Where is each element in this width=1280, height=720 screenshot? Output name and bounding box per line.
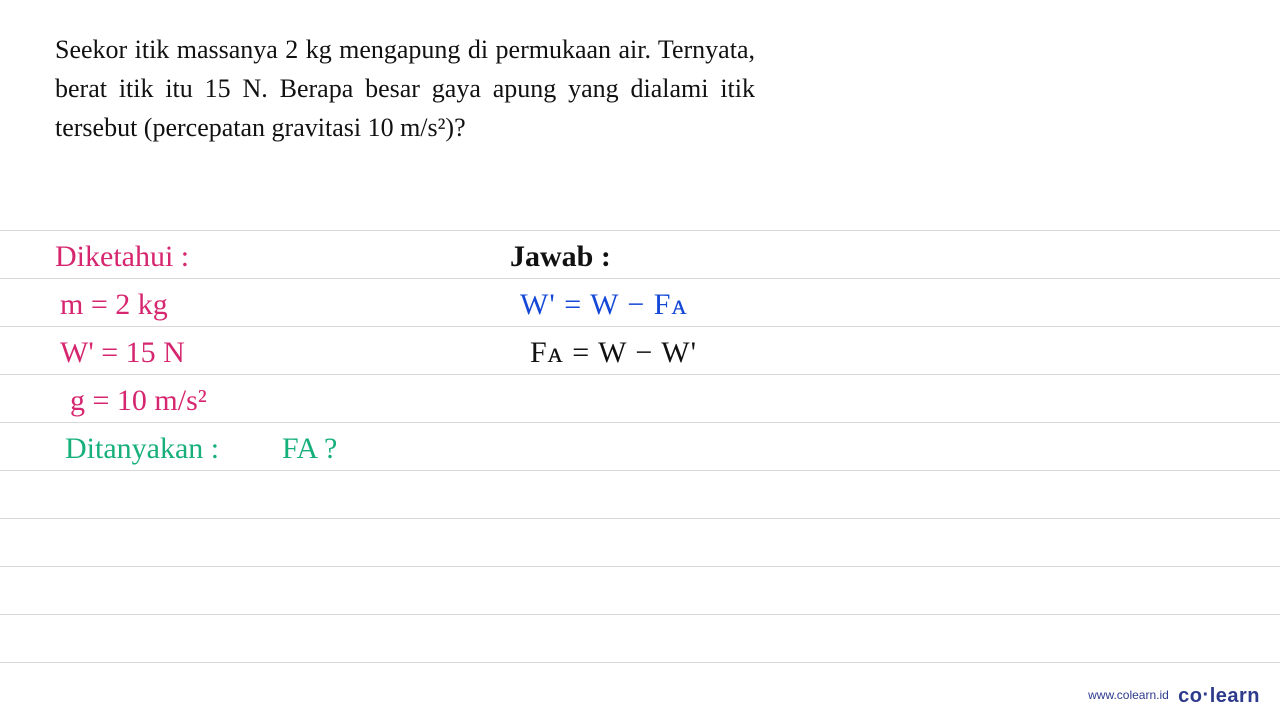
rule-line: [0, 470, 1280, 471]
rule-line: [0, 662, 1280, 663]
given-w-prime: W' = 15 N: [60, 338, 185, 368]
rule-line: [0, 566, 1280, 567]
rule-line: [0, 326, 1280, 327]
rule-line: [0, 278, 1280, 279]
rule-line: [0, 614, 1280, 615]
rule-line: [0, 230, 1280, 231]
footer: www.colearn.id co·learn: [1088, 685, 1260, 708]
brand-right: learn: [1210, 685, 1260, 707]
brand-left: co: [1178, 685, 1202, 707]
diketahui-label: Diketahui :: [55, 242, 189, 272]
equation-1: W' = W − Fᴀ: [520, 290, 688, 320]
equation-2: Fᴀ = W − W': [530, 338, 697, 368]
ditanyakan-label: Ditanyakan :: [65, 434, 219, 464]
ditanyakan-value: FA ?: [282, 434, 337, 464]
rule-line: [0, 374, 1280, 375]
rule-line: [0, 518, 1280, 519]
rule-line: [0, 422, 1280, 423]
given-g: g = 10 m/s²: [70, 386, 207, 416]
footer-url: www.colearn.id: [1088, 688, 1169, 702]
brand-logo: co·learn: [1178, 685, 1260, 707]
jawab-label: Jawab :: [510, 242, 611, 272]
question-text: Seekor itik massanya 2 kg mengapung di p…: [55, 30, 755, 147]
given-m: m = 2 kg: [60, 290, 168, 320]
brand-dot-icon: ·: [1203, 684, 1210, 707]
